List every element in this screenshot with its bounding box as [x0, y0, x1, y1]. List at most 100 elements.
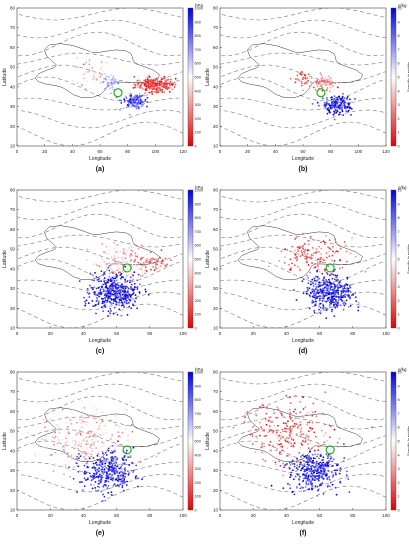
- data-point: [333, 110, 335, 113]
- data-point: [84, 304, 86, 307]
- data-point: [332, 474, 335, 476]
- data-point: [121, 431, 124, 434]
- data-point: [293, 493, 296, 496]
- data-point: [342, 114, 345, 117]
- data-point: [347, 287, 350, 290]
- data-point: [320, 444, 322, 447]
- data-point: [83, 471, 86, 474]
- data-point: [274, 461, 277, 464]
- data-point: [95, 78, 98, 81]
- data-point: [263, 445, 266, 448]
- data-point: [312, 402, 315, 405]
- data-point: [91, 487, 94, 490]
- data-point: [80, 85, 82, 88]
- data-point: [129, 454, 132, 457]
- data-point: [279, 465, 282, 467]
- data-point: [116, 313, 119, 316]
- data-point: [121, 477, 123, 480]
- data-point: [329, 306, 332, 308]
- data-point: [330, 98, 333, 101]
- data-point: [331, 483, 334, 486]
- data-point: [321, 86, 324, 89]
- data-point: [111, 293, 114, 296]
- data-point: [140, 244, 143, 247]
- data-point: [66, 452, 69, 454]
- x-tick-label: 40: [70, 149, 76, 154]
- data-point: [111, 69, 114, 71]
- colorbar: [390, 189, 397, 329]
- data-point: [326, 485, 329, 488]
- data-point: [331, 310, 333, 313]
- data-point: [166, 88, 169, 90]
- data-point: [128, 257, 131, 259]
- data-point: [155, 455, 158, 458]
- data-point: [335, 111, 338, 114]
- data-point: [96, 294, 99, 296]
- data-point: [287, 420, 289, 423]
- data-point: [308, 468, 311, 470]
- data-point: [283, 464, 286, 467]
- data-point: [332, 273, 335, 276]
- y-axis-label: Latitude: [2, 432, 8, 450]
- data-point: [110, 310, 112, 312]
- data-point: [267, 431, 269, 434]
- data-point: [110, 271, 113, 274]
- data-point: [132, 471, 135, 474]
- data-point: [343, 293, 346, 296]
- contour-line: [220, 372, 386, 385]
- data-point: [91, 438, 94, 441]
- data-point: [161, 82, 164, 85]
- data-point: [289, 77, 292, 80]
- data-point: [289, 463, 292, 466]
- data-point: [118, 290, 121, 293]
- data-point: [141, 101, 144, 103]
- data-point: [332, 245, 334, 248]
- data-point: [113, 483, 116, 485]
- data-point: [97, 489, 99, 492]
- data-point: [83, 421, 86, 423]
- data-point: [116, 470, 119, 473]
- data-point: [93, 465, 95, 468]
- x-tick-label: 80: [125, 149, 131, 154]
- data-point: [313, 479, 316, 481]
- data-point: [261, 429, 264, 432]
- data-point: [160, 81, 163, 83]
- data-point: [96, 454, 99, 457]
- data-point: [313, 471, 315, 474]
- x-tick-label: 60: [97, 149, 103, 154]
- data-point: [124, 291, 127, 293]
- data-point: [112, 271, 114, 273]
- data-point: [281, 446, 284, 449]
- data-point: [130, 259, 133, 261]
- data-point: [76, 66, 78, 69]
- plot-content: [17, 190, 183, 328]
- data-point: [75, 441, 78, 444]
- data-point: [90, 50, 92, 53]
- data-point: [160, 249, 163, 252]
- data-point: [96, 450, 99, 452]
- data-point: [333, 118, 336, 121]
- data-point: [164, 81, 167, 84]
- data-point: [123, 251, 126, 253]
- data-point: [107, 295, 110, 298]
- data-point: [128, 278, 131, 281]
- data-point: [302, 408, 305, 410]
- data-point: [70, 458, 73, 461]
- colorbar-tick-label: 500: [195, 258, 201, 262]
- data-point: [120, 286, 123, 289]
- data-point: [307, 477, 309, 480]
- data-point: [343, 304, 346, 307]
- data-point: [110, 286, 113, 289]
- data-point: [328, 281, 331, 283]
- data-point: [309, 441, 312, 443]
- data-point: [329, 282, 331, 285]
- data-point: [299, 72, 302, 75]
- colorbar-unit: hPa: [195, 367, 204, 372]
- data-point: [121, 484, 124, 487]
- data-point: [109, 307, 112, 310]
- data-point: [85, 436, 88, 439]
- data-point: [311, 427, 314, 430]
- data-point: [63, 464, 65, 467]
- data-point: [83, 416, 86, 419]
- data-point: [113, 271, 116, 274]
